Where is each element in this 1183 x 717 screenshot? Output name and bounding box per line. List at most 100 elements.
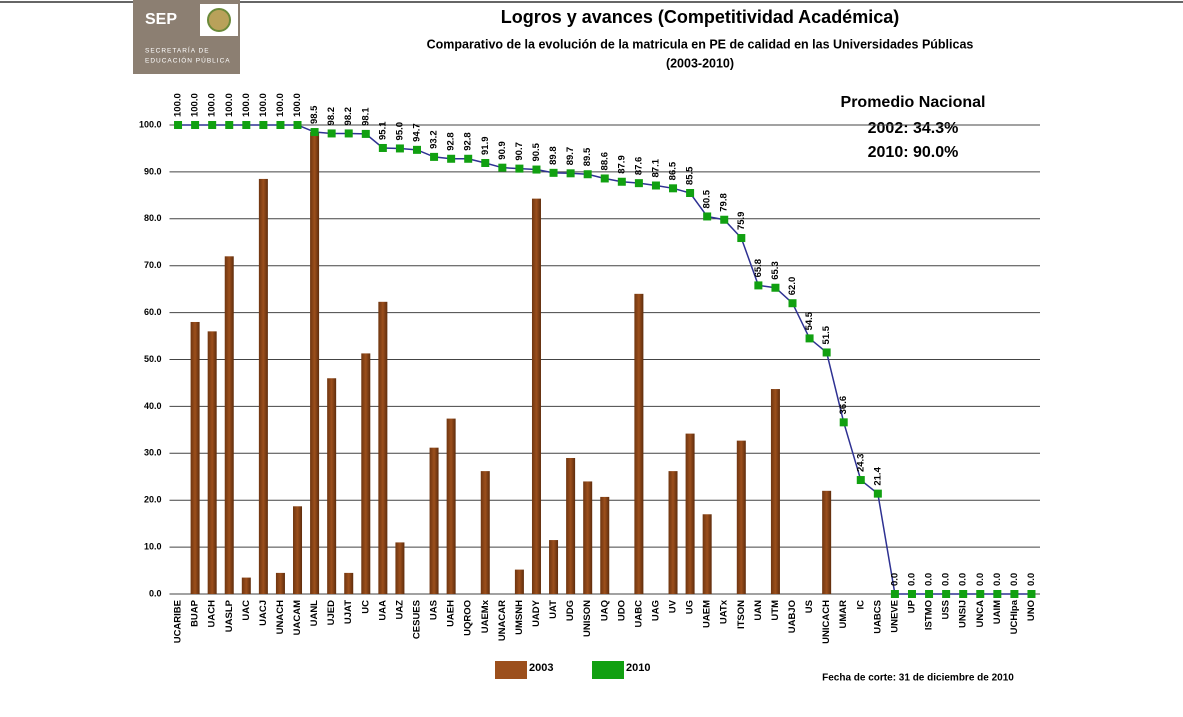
marker [549,168,558,177]
data-label: 0.0 [907,573,918,586]
bar [275,572,285,594]
bar [258,178,268,594]
bar [344,572,354,594]
x-tick-label: UATx [719,599,730,624]
bar [822,490,832,594]
y-tick-label: 90.0 [144,166,162,176]
x-tick-label: UAEMx [480,599,491,633]
x-tick-label: UAEM [702,600,713,628]
x-tick-label: IC [855,600,866,610]
x-tick-label: UADY [531,599,542,627]
marker [720,215,729,224]
data-label: 80.5 [702,189,713,208]
marker [703,212,712,221]
y-tick-label: 80.0 [144,213,162,223]
annotation: 2010: 90.0% [868,144,959,161]
x-tick-label: UNEVE [889,600,900,633]
data-label: 21.4 [872,466,883,485]
x-tick-label: UDG [565,600,576,621]
data-label: 87.6 [633,157,644,176]
x-tick-label: UG [685,600,696,614]
bar [736,440,746,594]
x-tick-label: UQROO [463,600,474,636]
data-label: 90.5 [531,142,542,161]
y-tick-label: 40.0 [144,401,162,411]
marker [634,179,643,188]
x-tick-label: UDO [616,600,627,621]
marker [771,283,780,292]
marker [191,121,200,129]
bar [702,514,712,594]
data-label: 24.3 [855,454,866,473]
x-tick-label: ITSON [736,600,747,629]
x-tick-label: UACH [207,600,218,628]
x-tick-label: UABC [633,600,644,628]
data-label: 0.0 [975,573,986,586]
marker [600,174,609,183]
logo-line: SECRETARÍA DE [145,46,210,55]
bar [429,447,439,594]
x-tick-label: UAG [650,600,661,621]
logo-line: EDUCACIÓN PÚBLICA [145,56,231,65]
x-tick-label: UAC [241,600,252,621]
data-label: 0.0 [958,573,969,586]
marker [686,189,695,198]
data-label: 86.5 [668,161,679,180]
x-tick-label: UABJO [787,600,798,633]
marker [395,144,404,153]
marker [412,145,421,154]
data-label: 94.7 [412,123,423,142]
x-tick-label: UCARIBE [173,600,184,643]
data-label: 0.0 [941,573,952,586]
data-label: 100.0 [190,93,201,117]
data-label: 91.9 [480,136,491,155]
x-tick-label: UAQ [599,600,610,621]
marker [1010,590,1019,598]
bar [566,457,576,594]
data-label: 89.8 [548,146,559,165]
bar [668,471,678,594]
bar [293,506,303,594]
x-tick-label: UJAT [343,600,354,624]
y-tick-label: 100.0 [139,119,162,129]
logo-text: SEP [145,11,177,28]
x-tick-label: UAIM [992,600,1003,624]
marker [242,121,251,129]
bar [480,471,490,594]
data-label: 98.2 [326,107,337,126]
bar [446,418,456,594]
marker [873,489,882,498]
data-label: 93.2 [429,130,440,149]
x-tick-label: CESUES [412,600,423,639]
data-label: 100.0 [292,93,303,117]
x-tick-label: UNISON [582,600,593,637]
bar [634,293,644,594]
bar [685,433,695,594]
x-tick-label: ISTMO [924,600,935,630]
x-tick-label: USS [941,600,952,620]
marker [430,152,439,161]
data-label: 65.8 [753,259,764,278]
x-tick-label: UP [907,599,918,613]
data-label: 98.5 [309,105,320,124]
data-label: 62.0 [787,277,798,296]
bar [207,331,217,594]
x-tick-label: UTM [770,600,781,621]
data-label: 65.3 [770,261,781,280]
data-label: 87.1 [650,158,661,177]
marker [822,348,831,357]
x-tick-label: UJED [326,600,337,625]
marker [993,590,1002,598]
x-tick-label: UAZ [394,600,405,620]
data-label: 100.0 [258,93,269,117]
data-label: 89.7 [565,147,576,166]
y-tick-label: 70.0 [144,260,162,270]
x-tick-label: UAS [429,600,440,620]
bar [583,481,593,594]
data-label: 100.0 [275,93,286,117]
bar [190,321,200,594]
bar [514,569,524,594]
x-tick-label: UNCA [975,600,986,628]
x-tick-label: UV [668,599,679,613]
